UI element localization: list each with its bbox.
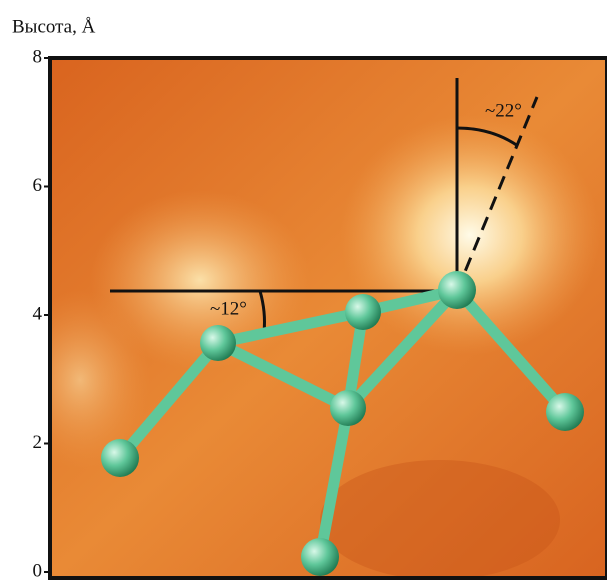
y-tick-label: 2 [33,432,43,453]
angle-label: ~22° [485,100,522,121]
y-tick-label: 4 [33,303,43,324]
y-tick-label: 0 [33,560,43,581]
image: ~22° ~12° [10,58,607,580]
y-tick-label: 8 [33,46,43,67]
y-tick-label: 6 [33,175,43,196]
y-axis-label: Высота, Å [12,16,96,37]
figure: Высота, Å ~22° ~12° [0,0,607,581]
angle-label: ~12° [210,298,247,319]
